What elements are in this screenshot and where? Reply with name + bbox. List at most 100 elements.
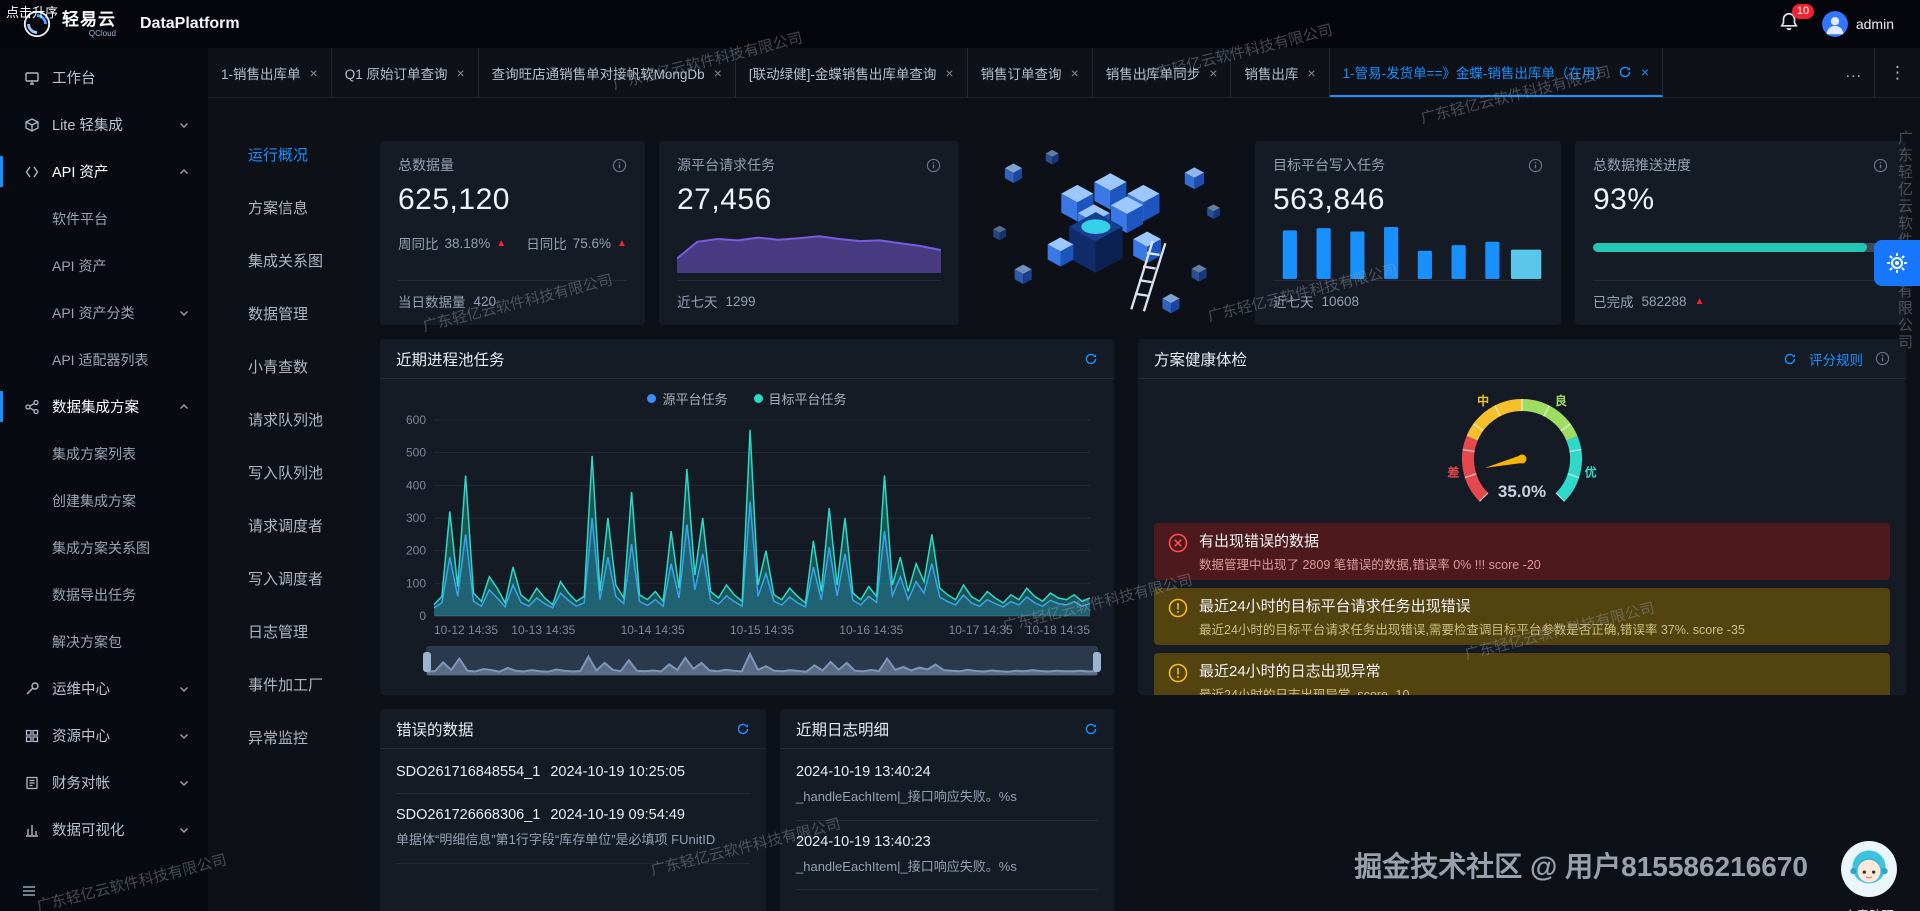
tab-sales-outbound[interactable]: 销售出库 ×	[1231, 48, 1330, 97]
info-icon[interactable]	[1528, 158, 1543, 173]
sidebar-item-api-asset-categories[interactable]: API 资产分类	[0, 289, 208, 336]
alert-target-request-errors: 最近24小时的目标平台请求任务出现错误 最近24小时的目标平台请求任务出现错误,…	[1154, 588, 1890, 645]
nav-request-scheduler[interactable]: 请求调度者	[248, 518, 324, 535]
svg-text:35.0%: 35.0%	[1498, 482, 1546, 501]
sidebar-item-solution-packages[interactable]: 解决方案包	[52, 633, 122, 650]
top-header: 轻易云 QCloud DataPlatform 10 admin	[0, 0, 1920, 48]
source-requests-sparkline	[676, 227, 942, 273]
legend-dot-source	[647, 394, 657, 403]
notification-badge: 10	[1791, 4, 1815, 19]
chevron-down-icon	[179, 686, 189, 692]
close-icon[interactable]: ×	[1070, 64, 1079, 81]
sidebar-item-workbench[interactable]: 工作台	[0, 54, 208, 101]
stat-value: 563,846	[1273, 183, 1385, 216]
scoring-rules-link[interactable]: 评分规则	[1809, 352, 1863, 368]
nav-anomaly-monitor[interactable]: 异常监控	[248, 730, 309, 747]
stat-value: 93%	[1593, 183, 1655, 216]
tab-wangdiantong-fanruan-mongdb[interactable]: 查询旺店通销售单对接帆软MongDb ×	[479, 48, 736, 97]
brand-logo[interactable]: 轻易云 QCloud DataPlatform	[22, 9, 240, 39]
stat-card-total-data: 总数据量 625,120 周同比 38.18% ▲ 日同比 75.6% ▲ 当日…	[380, 141, 645, 325]
sidebar-item-data-integration-group[interactable]: 数据集成方案	[0, 383, 208, 430]
info-icon[interactable]	[612, 158, 627, 173]
tab-sales-order-query[interactable]: 销售订单查询 ×	[968, 48, 1093, 97]
dashboard: 总数据量 625,120 周同比 38.18% ▲ 日同比 75.6% ▲ 当日…	[380, 141, 1906, 911]
tab-q1-original-order-query[interactable]: Q1 原始订单查询 ×	[332, 48, 479, 97]
tab-sales-outbound-order[interactable]: 1-销售出库单 ×	[208, 48, 332, 97]
menu-fold-icon[interactable]	[20, 883, 38, 899]
share-nodes-icon	[25, 399, 39, 414]
close-icon[interactable]: ×	[713, 64, 722, 81]
log-time: 2024-10-19 13:40:23	[796, 833, 931, 850]
nav-xiaoqing-query[interactable]: 小青查数	[248, 359, 309, 376]
legend-dot-target	[753, 394, 763, 403]
assistant-widget[interactable]: 小青助理	[1840, 840, 1898, 911]
sidebar-item-api-adapter-list[interactable]: API 适配器列表	[52, 351, 149, 368]
sidebar-item-lite-integration[interactable]: Lite 轻集成	[0, 101, 208, 148]
tabs-menu-button[interactable]: ⋮	[1874, 48, 1920, 97]
tab-kingdee-sales-outbound-query[interactable]: [联动绿健]-金蝶销售出库单查询 ×	[736, 48, 968, 97]
nav-request-queue-pool[interactable]: 请求队列池	[248, 412, 324, 429]
sidebar-item-integration-scheme-graph[interactable]: 集成方案关系图	[52, 539, 150, 556]
stat-footer: 近七天 10608	[1273, 280, 1543, 311]
panel-title: 近期日志明细	[796, 721, 890, 739]
close-icon[interactable]: ×	[456, 64, 465, 81]
refresh-icon[interactable]	[1618, 65, 1632, 79]
nav-scheme-info[interactable]: 方案信息	[248, 200, 309, 217]
log-row[interactable]: 2024-10-19 13:40:23 _handleEachItem|_接口响…	[796, 821, 1098, 890]
svg-text:10-14 14:35: 10-14 14:35	[621, 623, 685, 637]
tab-sales-outbound-sync[interactable]: 销售出库单同步 ×	[1093, 48, 1232, 97]
document-icon	[26, 776, 38, 789]
sidebar-item-data-visualization[interactable]: 数据可视化	[0, 806, 208, 853]
nav-run-overview[interactable]: 运行概况	[248, 147, 309, 164]
nav-integration-graph[interactable]: 集成关系图	[248, 253, 324, 270]
sidebar-item-software-platform[interactable]: 软件平台	[52, 210, 108, 227]
sidebar-item-api-assets-group[interactable]: API 资产	[0, 148, 208, 195]
refresh-icon[interactable]	[736, 722, 750, 736]
refresh-icon[interactable]	[1783, 352, 1797, 366]
log-row[interactable]: 2024-10-19 13:40:24 _handleEachItem|_接口响…	[796, 751, 1098, 821]
cubes-illustration	[993, 149, 1220, 313]
chart-data-zoom[interactable]	[423, 646, 1101, 676]
nav-write-queue-pool[interactable]: 写入队列池	[248, 465, 324, 482]
close-icon[interactable]: ×	[309, 64, 318, 81]
close-icon[interactable]: ×	[1640, 63, 1650, 80]
refresh-icon[interactable]	[1084, 722, 1098, 736]
sidebar-item-api-assets[interactable]: API 资产	[52, 257, 107, 274]
notifications-button[interactable]: 10	[1778, 4, 1815, 37]
close-icon[interactable]: ×	[1307, 64, 1316, 81]
close-icon[interactable]: ×	[945, 64, 954, 81]
sidebar-item-create-integration-scheme[interactable]: 创建集成方案	[52, 492, 136, 509]
user-menu[interactable]: admin	[1821, 11, 1894, 37]
info-icon[interactable]	[926, 158, 941, 173]
sidebar-item-resource-center[interactable]: 资源中心	[0, 712, 208, 759]
recent-logs-panel: 近期日志明细 2024-10-19 13:40:24 _handleEachIt…	[780, 709, 1114, 911]
data-zoom-handle-left[interactable]	[423, 652, 431, 672]
health-score-gauge: 差 中 良优 35.0%	[1138, 383, 1906, 515]
info-icon[interactable]	[1875, 351, 1890, 366]
data-zoom-handle-right[interactable]	[1093, 652, 1101, 672]
nav-event-factory[interactable]: 事件加工厂	[248, 677, 324, 694]
sidebar-item-finance-reconciliation[interactable]: 财务对帐	[0, 759, 208, 806]
sidebar-item-integration-scheme-list[interactable]: 集成方案列表	[52, 445, 136, 462]
error-time: 2024-10-19 10:25:05	[550, 764, 685, 780]
sidebar-item-ops-center[interactable]: 运维中心	[0, 665, 208, 712]
refresh-icon[interactable]	[1084, 352, 1098, 366]
nav-log-management[interactable]: 日志管理	[248, 624, 309, 641]
data-zoom-selection[interactable]	[427, 647, 1097, 675]
settings-button[interactable]	[1874, 240, 1920, 286]
close-icon[interactable]: ×	[1209, 64, 1218, 81]
sidebar-item-data-export-tasks[interactable]: 数据导出任务	[52, 586, 136, 603]
info-icon[interactable]	[1873, 158, 1888, 173]
nav-write-scheduler[interactable]: 写入调度者	[248, 571, 324, 588]
error-row[interactable]: SDO261726668306_1 2024-10-19 09:54:49 单据…	[396, 794, 750, 864]
svg-text:300: 300	[406, 511, 426, 525]
cube-icon	[25, 117, 39, 132]
cubes-illustration-block	[973, 141, 1241, 325]
error-row[interactable]: SDO261716848554_1 2024-10-19 10:25:05	[396, 751, 750, 794]
health-check-panel: 方案健康体检 评分规则 差中良优 35.0% 有出现错误的数据	[1138, 339, 1906, 695]
svg-text:10-12 14:35: 10-12 14:35	[434, 623, 498, 637]
error-data-panel: 错误的数据 SDO261716848554_1 2024-10-19 10:25…	[380, 709, 766, 911]
nav-data-management[interactable]: 数据管理	[248, 306, 309, 323]
tab-guanyi-kingdee-sales-outbound-active[interactable]: 1-管易-发货单==》金蝶-销售出库单（在用） ×	[1329, 48, 1664, 97]
tabs-overflow-button[interactable]: ...	[1845, 63, 1862, 81]
